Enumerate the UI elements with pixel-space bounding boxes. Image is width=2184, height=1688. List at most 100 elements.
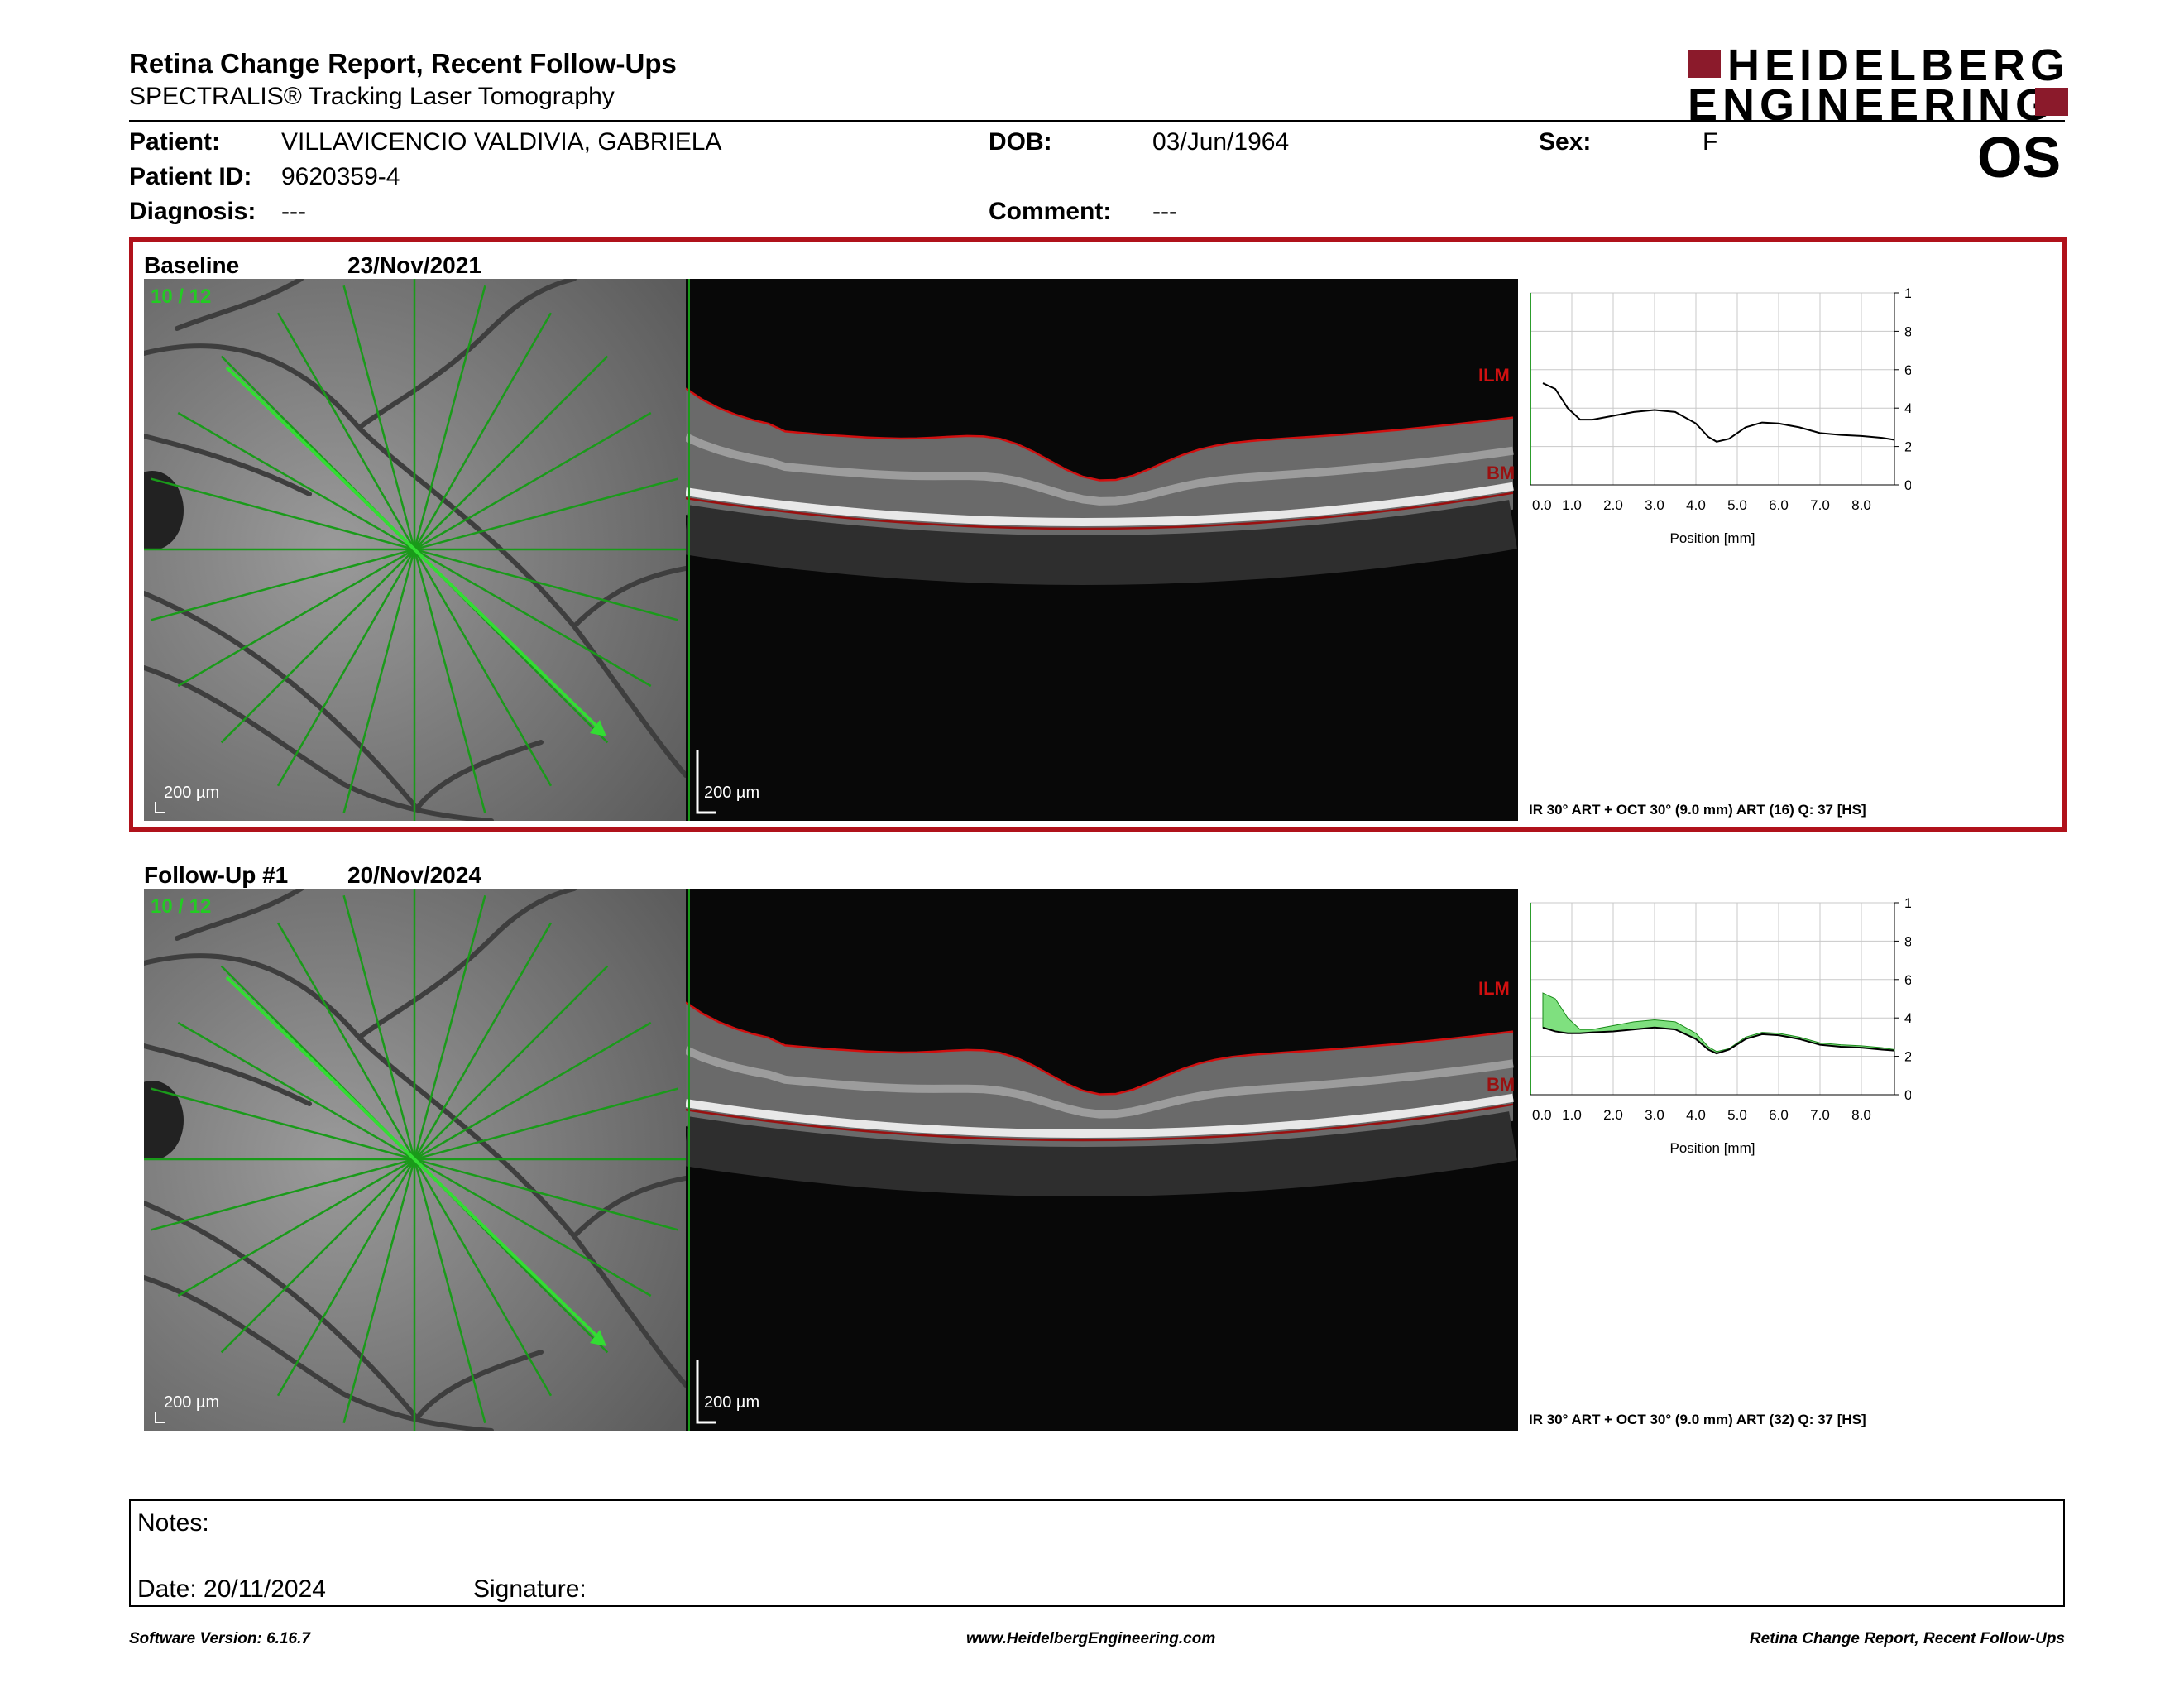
x-tick-label: 0.0 [1532, 497, 1552, 513]
thickness-change-area [1542, 992, 1895, 1054]
followup-thickness-chart: 0 200 400 600 800 1000 0.0 1.0 2.0 3.0 4.0 5.0 6.0 7.… [1522, 891, 1911, 1164]
x-axis-label: Position [mm] [1670, 1140, 1755, 1156]
y-tick-label: 400 [1904, 1010, 1911, 1026]
baseline-fundus-image: 10 / 12 200 µm [144, 279, 686, 821]
y-tick-label: 800 [1904, 933, 1911, 949]
patient-label: Patient: [129, 128, 221, 156]
retinal-vessel [357, 279, 577, 430]
inner-layer-band [686, 433, 1514, 506]
x-tick-label: 3.0 [1645, 497, 1664, 513]
baseline-label: Baseline [144, 252, 240, 278]
choroid-band [686, 500, 1517, 586]
y-tick-label: 600 [1904, 972, 1911, 988]
inner-layer-band [686, 1046, 1514, 1119]
ilm-segmentation-line [686, 387, 1514, 482]
rpe-band [686, 482, 1514, 527]
comment-value: --- [1152, 198, 1177, 225]
bscan-scale-bar [696, 1360, 716, 1424]
x-tick-label: 8.0 [1851, 1107, 1871, 1123]
footer-report-name: Retina Change Report, Recent Follow-Ups [1749, 1630, 2065, 1647]
scan-direction-arrow [590, 720, 606, 736]
y-tick-label: 1000 [1904, 285, 1911, 301]
followup-bscan-graphics [686, 889, 1518, 1431]
followup-scan-fraction: 10 / 12 [151, 895, 212, 918]
baseline-bm-label: BM [1487, 463, 1516, 483]
eye-indicator: OS [1977, 125, 2062, 189]
followup-thickness-chart-svg: 0 200 400 600 800 1000 0.0 1.0 2.0 3.0 4.0 5.0 6.0 7.… [1530, 895, 1911, 1156]
retinal-vessel [144, 665, 494, 821]
y-tick-label: 0 [1904, 477, 1911, 493]
x-tick-label: 6.0 [1769, 497, 1789, 513]
header-divider [129, 120, 2065, 122]
retinal-vessel [414, 740, 544, 811]
rpe-band [686, 1093, 1514, 1139]
active-scan-line [225, 976, 604, 1343]
followup-bscan-scale: 200 µm [704, 1393, 760, 1412]
followup-fundus-image: 10 / 12 200 µm [144, 889, 686, 1431]
dob-value: 03/Jun/1964 [1152, 128, 1290, 156]
software-version: Software Version: 6.16.7 [129, 1630, 310, 1647]
patient-name: VILLAVICENCIO VALDIVIA, GABRIELA [281, 128, 722, 156]
baseline-selected-frame [129, 237, 2067, 832]
x-tick-label: 7.0 [1810, 497, 1830, 513]
report-title: Retina Change Report, Recent Follow-Ups [129, 48, 677, 79]
device-subtitle: SPECTRALIS® Tracking Laser Tomography [129, 83, 615, 110]
baseline-date: 23/Nov/2021 [347, 252, 481, 278]
thickness-line [1542, 382, 1895, 443]
followup-label: Follow-Up #1 [144, 862, 289, 888]
retinal-vessel [572, 566, 686, 629]
bm-segmentation-line [686, 1103, 1514, 1142]
x-tick-label: 5.0 [1727, 1107, 1747, 1123]
choroid-band [686, 1111, 1517, 1197]
retina-tissue [686, 388, 1513, 545]
baseline-ilm-label: ILM [1478, 365, 1510, 386]
optic-disc [144, 1081, 184, 1160]
baseline-fundus-scale: 200 µm [164, 784, 220, 802]
x-tick-label: 1.0 [1562, 1107, 1582, 1123]
followup-bm-label: BM [1487, 1074, 1516, 1095]
followup-acquisition-info: IR 30° ART + OCT 30° (9.0 mm) ART (32) Q… [1529, 1412, 1866, 1427]
y-tick-label: 1000 [1904, 895, 1911, 911]
baseline-thickness-chart-svg: 0 200 400 600 800 1000 0.0 1.0 2.0 3.0 4.0 5.0 6.0 7.… [1530, 285, 1911, 546]
followup-oct-bscan: ILM BM 200 µm [686, 889, 1518, 1431]
baseline-scan-fraction: 10 / 12 [151, 285, 212, 308]
x-tick-label: 5.0 [1727, 497, 1747, 513]
retinal-vessel [572, 1176, 686, 1239]
comment-label: Comment: [989, 198, 1112, 225]
followup-fundus-scale: 200 µm [164, 1393, 220, 1412]
bscan-scale-bar [696, 750, 716, 814]
sex-value: F [1703, 128, 1718, 156]
notes-box: Notes: Date: 20/11/2024 Signature: [129, 1499, 2065, 1607]
x-tick-label: 4.0 [1686, 497, 1706, 513]
y-tick-label: 400 [1904, 400, 1911, 416]
baseline-acquisition-info: IR 30° ART + OCT 30° (9.0 mm) ART (16) Q… [1529, 802, 1866, 818]
y-tick-label: 200 [1904, 439, 1911, 455]
fundus-scale-bar [155, 1412, 165, 1423]
retinal-vessel [175, 889, 304, 941]
dob-label: DOB: [989, 128, 1052, 156]
retinal-vessel [175, 279, 304, 331]
logo-line2: ENGINEERING [1688, 80, 2056, 130]
logo-line1: HEIDELBERG [1727, 41, 2071, 90]
retina-tissue [686, 1002, 1513, 1157]
patient-id-label: Patient ID: [129, 163, 252, 190]
fundus-scale-bar [155, 802, 165, 813]
x-tick-label: 3.0 [1645, 1107, 1664, 1123]
baseline-bscan-scale: 200 µm [704, 784, 760, 802]
diagnosis-value: --- [281, 198, 306, 225]
retinal-vessel [357, 889, 577, 1040]
scan-direction-arrow [590, 1330, 606, 1346]
followup-date: 20/Nov/2024 [347, 862, 481, 888]
followup-fundus-graphics [144, 889, 686, 1431]
x-axis-label: Position [mm] [1670, 530, 1755, 546]
optic-disc [144, 471, 184, 550]
x-tick-label: 6.0 [1769, 1107, 1789, 1123]
ilm-segmentation-line [686, 1001, 1514, 1096]
active-scan-line [225, 366, 604, 733]
notes-label: Notes: [137, 1509, 209, 1537]
patient-id: 9620359-4 [281, 163, 400, 190]
y-tick-label: 200 [1904, 1049, 1911, 1065]
website-link[interactable]: www.HeidelbergEngineering.com [966, 1630, 1216, 1647]
x-tick-label: 1.0 [1562, 497, 1582, 513]
sex-label: Sex: [1539, 128, 1592, 156]
